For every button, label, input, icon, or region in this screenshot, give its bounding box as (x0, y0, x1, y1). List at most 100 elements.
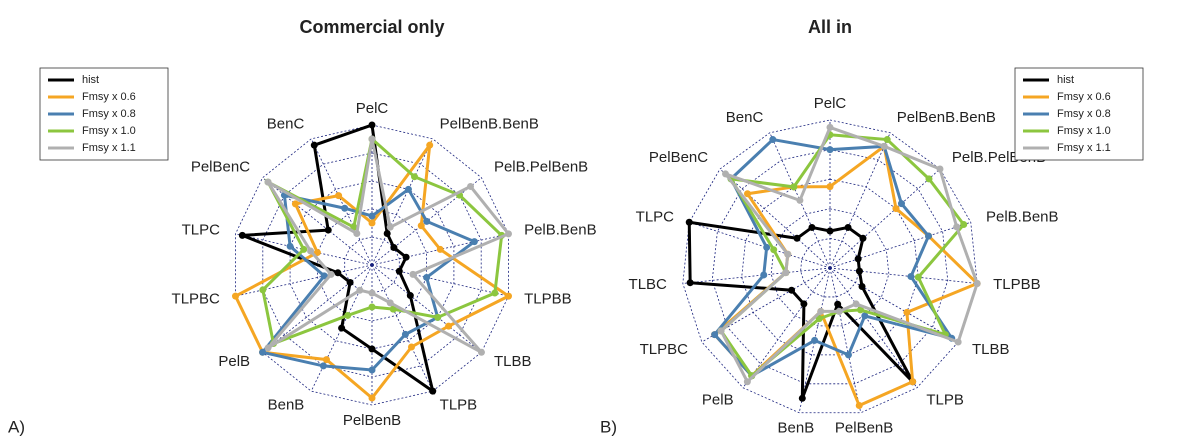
point (341, 204, 349, 212)
point (232, 292, 240, 300)
point (426, 141, 434, 149)
point (429, 387, 437, 395)
spoke (262, 177, 373, 266)
point (286, 242, 294, 250)
point (310, 141, 318, 149)
point (858, 283, 866, 290)
point (686, 279, 694, 287)
axis-label: BenB (268, 397, 305, 414)
series-line (719, 125, 979, 385)
legend-label: Fmsy x 0.8 (82, 108, 136, 120)
point (826, 146, 834, 154)
grid-ring (235, 124, 509, 406)
series-line (712, 143, 980, 408)
point (744, 190, 752, 198)
grid-ring (711, 149, 949, 385)
spoke (829, 267, 862, 413)
point (259, 348, 267, 356)
point (434, 313, 442, 321)
point (817, 307, 825, 315)
spoke (689, 221, 831, 269)
axis-label: BenC (726, 109, 764, 126)
spoke (742, 267, 831, 388)
point (436, 245, 444, 253)
point (401, 330, 409, 338)
point (769, 136, 777, 144)
axis-label: TLPC (636, 208, 675, 225)
spoke (371, 264, 434, 392)
point (350, 223, 358, 231)
spoke (262, 264, 373, 353)
chart-title: Commercial only (299, 17, 444, 37)
spoke (829, 267, 978, 284)
point (368, 345, 376, 353)
point (826, 227, 834, 235)
point (855, 267, 863, 275)
spoke (829, 132, 891, 269)
axis-label: PelBenB.BenB (440, 115, 539, 132)
point (897, 200, 905, 208)
panel-label: A) (8, 417, 25, 436)
point (467, 182, 475, 190)
point (855, 402, 863, 410)
point (319, 362, 327, 370)
point (796, 196, 804, 204)
point (344, 311, 352, 319)
axis-label: BenC (267, 115, 305, 132)
spoke (371, 264, 509, 297)
point (423, 217, 431, 225)
point (259, 286, 267, 294)
axis-label: PelBenC (649, 149, 708, 166)
point (491, 289, 499, 297)
point (389, 305, 397, 313)
grid-ring (682, 119, 978, 414)
point (322, 356, 330, 364)
series-line (712, 137, 956, 378)
axis-label: PelB.PelBenB (494, 159, 588, 176)
point (770, 246, 778, 254)
point (782, 269, 790, 277)
spoke (829, 267, 918, 388)
axis-label: TLPB (440, 397, 478, 414)
axis-label: TLPC (182, 221, 221, 238)
point (368, 394, 376, 402)
point (504, 230, 512, 238)
point (368, 366, 376, 374)
legend-label: Fmsy x 1.1 (1057, 142, 1111, 154)
point (826, 123, 834, 131)
point (722, 170, 730, 178)
legend-label: Fmsy x 0.6 (82, 91, 136, 103)
point (811, 336, 819, 344)
axis-label: TLBB (494, 353, 532, 370)
point (798, 394, 806, 402)
series-line (687, 220, 914, 399)
point (907, 273, 915, 281)
point (844, 351, 852, 359)
spoke (829, 267, 959, 343)
point (953, 223, 961, 231)
point (409, 270, 417, 278)
point (477, 348, 485, 356)
point (407, 343, 415, 351)
spoke (371, 264, 482, 353)
point (368, 303, 376, 311)
point (327, 270, 335, 278)
spoke (310, 138, 373, 266)
spoke (701, 267, 831, 343)
axis-label: PelB.BenB (524, 221, 597, 238)
point (914, 273, 922, 281)
axis-label: PelBenB (343, 412, 401, 429)
point (313, 249, 321, 257)
spoke (829, 168, 941, 269)
point (936, 165, 944, 173)
point (903, 308, 911, 316)
point (960, 221, 968, 229)
point (470, 238, 478, 246)
spoke (235, 264, 373, 297)
legend-label: Fmsy x 1.0 (1057, 125, 1111, 137)
point (417, 222, 425, 230)
point (386, 299, 394, 307)
point (368, 135, 376, 143)
axis-label: PelB (702, 392, 734, 409)
axis-label: TLPBB (524, 291, 572, 308)
